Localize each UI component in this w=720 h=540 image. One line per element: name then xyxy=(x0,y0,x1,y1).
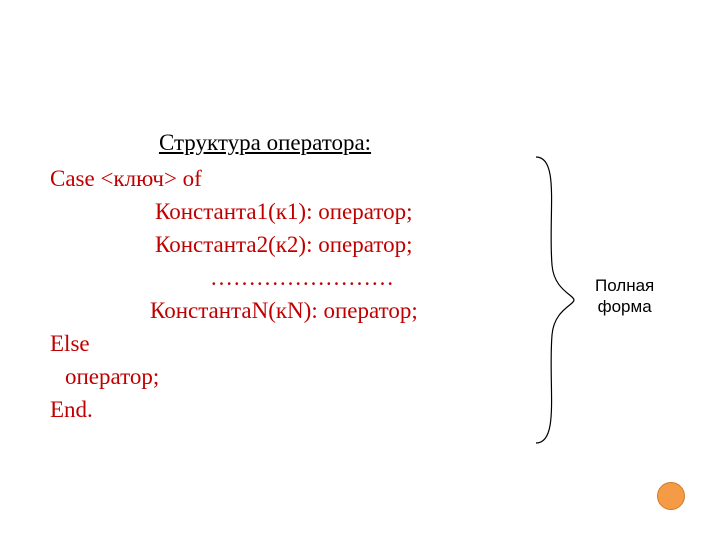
code-line-else: Else xyxy=(50,328,90,359)
code-line-end: End. xyxy=(50,394,93,425)
code-line-else-body: оператор; xyxy=(65,361,159,392)
code-line-case: Case <ключ> of xyxy=(50,163,202,194)
decorative-dot-icon xyxy=(657,482,685,510)
annotation-line1: Полная xyxy=(595,276,654,295)
code-line-const2: Константа2(к2): оператор; xyxy=(155,229,413,260)
brace-icon xyxy=(530,155,580,445)
annotation-line2: форма xyxy=(598,297,652,316)
code-line-const1: Константа1(к1): оператор; xyxy=(155,196,413,227)
code-line-ellipsis: …………………… xyxy=(210,262,394,293)
slide-title: Структура оператора: xyxy=(0,130,530,156)
code-line-constN: КонстантаN(кN): оператор; xyxy=(150,295,418,326)
brace-annotation: Полная форма xyxy=(595,275,654,318)
slide: Структура оператора: Case <ключ> of Конс… xyxy=(0,0,720,540)
